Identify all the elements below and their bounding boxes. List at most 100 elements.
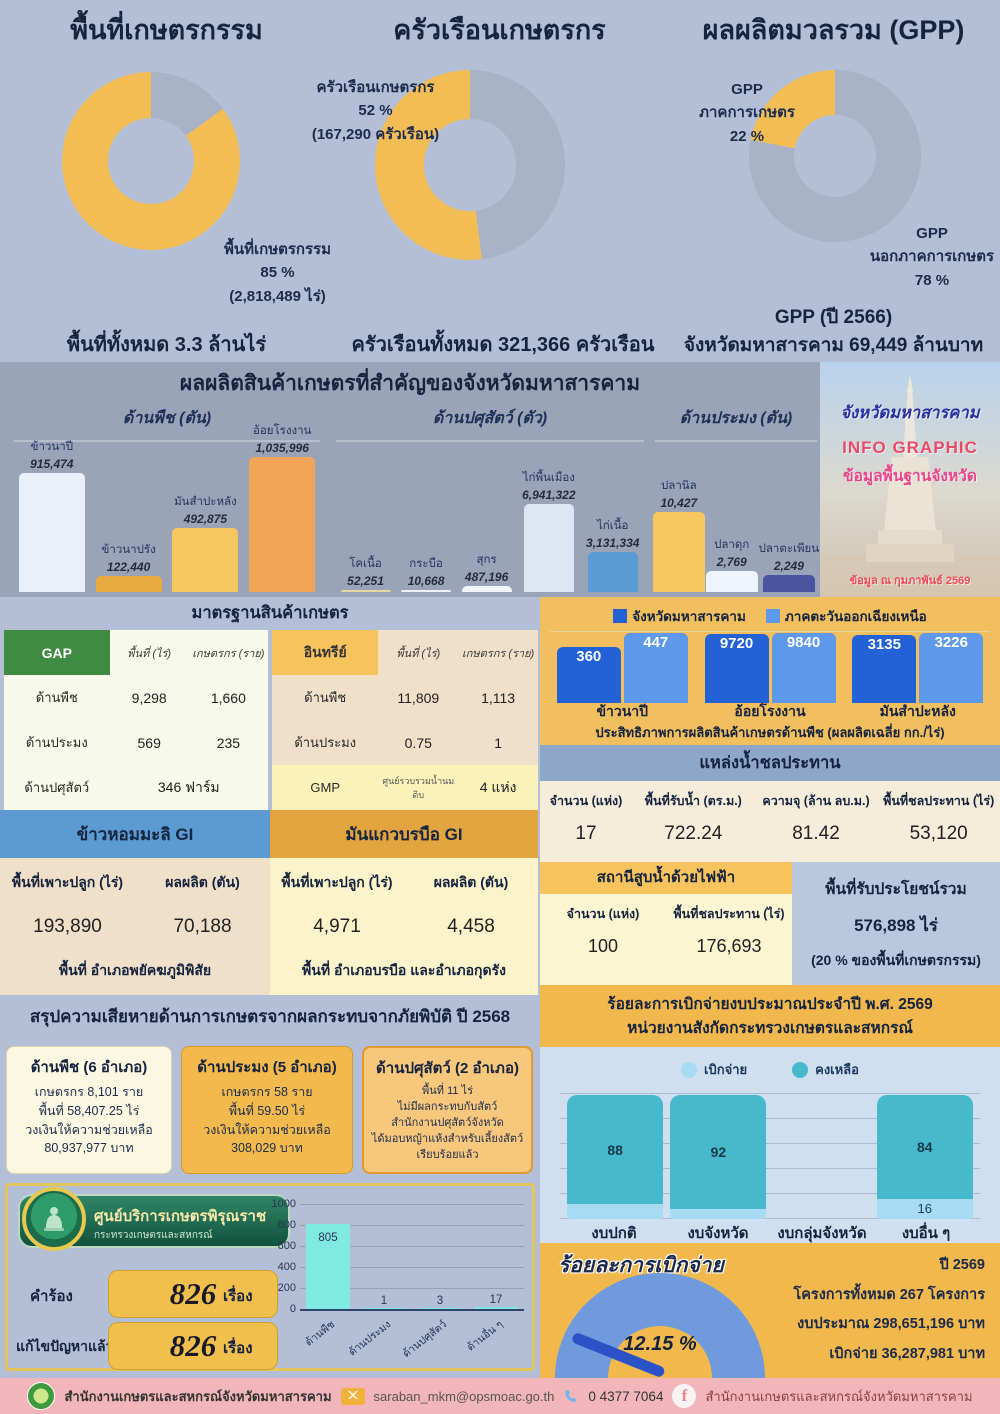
text-line: เกษตรกร 58 ราย — [221, 1085, 313, 1099]
bar-item: ปลาตะเพียน 2,249 — [759, 540, 819, 592]
service-center-badge: ศูนย์บริการเกษตรพิรุณราช กระทรวงเกษตรและ… — [18, 1187, 290, 1251]
efficiency-legend: จังหวัดมหาสารคาม ภาคตะวันออกเฉียงเหนือ — [540, 605, 1000, 627]
gmp-value: 4 แห่ง — [458, 765, 538, 810]
y-axis-tick: 200 — [277, 1282, 296, 1294]
bar-category-label: มันสำปะหลัง — [879, 703, 956, 719]
gi-rice-body: พื้นที่เพาะปลูก (ไร่) ผลผลิต (ตัน) 193,8… — [0, 858, 270, 995]
organic-col2-header: เกษตรกร (ราย) — [461, 647, 535, 660]
petition-x-labels: ด้านพืช ด้านประมง ด้านปศุสัตว์ ด้านอื่น ๆ — [300, 1314, 524, 1364]
pump-col: พื้นที่ชลประทาน (ไร่) 176,693 — [666, 894, 792, 985]
bar-pair: 9720 9840 — [704, 633, 836, 703]
text-line: ได้มอบหญ้าแห้งสำหรับเลี้ยงสัตว์ — [371, 1132, 524, 1145]
ministry-seal-icon — [27, 1382, 56, 1410]
petition-y-axis: 1000 800 600 400 200 0 — [260, 1198, 296, 1315]
bar-category-label: กระบือ — [409, 558, 443, 570]
gpp-agri-label: GPP ภาคการเกษตร 22 % — [672, 78, 822, 148]
email-address: saraban_mkm@opsmoac.go.th — [373, 1388, 555, 1404]
household-donut-chart — [375, 70, 565, 260]
efficiency-bars: 360 447 9720 9840 3135 3226 — [540, 633, 1000, 703]
gi-col-header: ผลผลิต (ตัน) — [165, 874, 240, 890]
bar-category-label: ปลาดุก — [714, 539, 750, 551]
bar — [705, 571, 758, 592]
service-center-title: ศูนย์บริการเกษตรพิรุณราช — [94, 1208, 267, 1225]
email-icon — [340, 1387, 365, 1405]
gi-col-header: ผลผลิต (ตัน) — [433, 874, 509, 890]
irrigation-sources-table: แหล่งน้ำชลประทาน จำนวน (แห่ง) 17 พื้นที่… — [540, 745, 1000, 862]
disaster-card-livestock: ด้านปศุสัตว์ (2 อำเภอ) พื้นที่ 11 ไร่ ไม่… — [362, 1046, 533, 1174]
petition-count-box: 826 — [108, 1270, 278, 1318]
gi-value: 4,458 — [447, 916, 495, 937]
bar-item: 1 — [356, 1295, 412, 1309]
benefit-title: พื้นที่รับประโยชน์รวม — [825, 881, 967, 898]
fishery-bars: ปลานิล 10,427 ปลาดุก 2,769 ปลาตะเพียน 2,249 — [652, 477, 820, 592]
gap-row-name: ด้านพืช — [35, 690, 78, 705]
irrigation-body: จำนวน (แห่ง) 17 พื้นที่รับน้ำ (ตร.ม.) 72… — [540, 781, 1000, 862]
budget-legend: เบิกจ่าย คงเหลือ — [540, 1059, 1000, 1080]
organic-row-value: 1 — [494, 734, 502, 751]
text-line: พื้นที่ 59.50 ไร่ — [228, 1103, 306, 1118]
gpp-nonagri-label: GPP นอกภาคการเกษตร 78 % — [852, 222, 1000, 292]
bar — [762, 575, 815, 592]
bar-value-label: 10,427 — [660, 496, 698, 510]
disaster-summary-title: สรุปความเสียหายด้านการเกษตรจากผลกระทบจาก… — [29, 1007, 511, 1026]
bar-category-label: โคเนื้อ — [349, 558, 382, 570]
slice-pct: 22 % — [729, 127, 765, 145]
bar-value-label: 915,474 — [30, 457, 74, 471]
bar-category-label: งบจังหวัด — [687, 1225, 749, 1242]
standards-title: มาตรฐานสินค้าเกษตร — [0, 597, 540, 630]
slice-label: ครัวเรือนเกษตรกร — [316, 79, 435, 96]
slice-detail: (2,818,489 ไร่) — [229, 287, 326, 305]
irrigation-col: พื้นที่รับน้ำ (ตร.ม.) 722.24 — [632, 781, 755, 862]
text-line: 80,937,977 บาท — [44, 1141, 134, 1156]
bar — [401, 590, 452, 592]
disaster-card-lines: เกษตรกร 8,101 ราย พื้นที่ 58,407.25 ไร่ วง… — [11, 1083, 167, 1158]
slice-label: พื้นที่เกษตรกรรม — [223, 241, 331, 258]
irrigation-col-header: พื้นที่รับน้ำ (ตร.ม.) — [644, 794, 742, 808]
slice-pct: 78 % — [914, 271, 950, 289]
gpp-title: ผลผลิตมวลรวม (GPP) — [702, 15, 965, 45]
benefit-value: 576,898 ไร่ — [854, 916, 938, 935]
bar-category-label: ข้าวนาปี — [596, 703, 649, 719]
phone-icon — [565, 1390, 577, 1402]
gauge-value: 12.15 % — [623, 1333, 697, 1355]
donut-hole — [108, 118, 194, 204]
ministry-logo-icon — [22, 1187, 86, 1251]
bar-category-label: ด้านปศุสัตว์ — [400, 1318, 450, 1361]
organic-row-value: 11,809 — [397, 689, 440, 706]
bar-category-label: อ้อยโรงงาน — [252, 425, 312, 437]
pump-col: จำนวน (แห่ง) 100 — [540, 894, 666, 985]
household-block: ครัวเรือนเกษตรกร ครัวเรือนเกษตรกร 52 % (… — [312, 0, 666, 362]
bar: 9720 — [704, 634, 769, 703]
resolved-unit: เรื่อง — [223, 1340, 253, 1357]
bar-item: 17 — [468, 1294, 524, 1309]
disaster-card-fishery: ด้านประมง (5 อำเภอ) เกษตรกร 58 ราย พื้นที… — [181, 1046, 353, 1174]
irrigation-col: จำนวน (แห่ง) 17 — [540, 781, 632, 862]
agri-area-title: พื้นที่เกษตรกรรม — [70, 15, 263, 45]
gi-yam-body: พื้นที่เพาะปลูก (ไร่) ผลผลิต (ตัน) 4,971… — [270, 858, 538, 995]
text-line: เบิกจ่าย 36,287,981 บาท — [829, 1346, 985, 1363]
disaster-card-title: ด้านปศุสัตว์ (2 อำเภอ) — [376, 1060, 519, 1077]
gap-row-value: 9,298 — [131, 689, 167, 706]
bar — [461, 586, 512, 592]
slice-label: ภาคการเกษตร — [699, 104, 795, 122]
gap-row-value: 569 — [137, 734, 161, 751]
agri-area-block: พื้นที่เกษตรกรรม พื้นที่เกษตรกรรม 85 % (… — [0, 0, 333, 362]
plant-bars: ข้าวนาปี 915,474 ข้าวนาปรัง 122,440 มันสำปะห… — [8, 422, 326, 592]
phone-number: 0 4377 7064 — [588, 1388, 664, 1404]
bar — [306, 1224, 350, 1309]
province-info-panel: จังหวัดมหาสารคาม INFO GRAPHIC ข้อมูลพื้น… — [820, 362, 1000, 597]
bar-category-label: ด้านอื่น ๆ — [464, 1318, 506, 1354]
pump-col-value: 100 — [587, 936, 619, 956]
bar-category-label: งบกลุ่มจังหวัด — [777, 1225, 867, 1242]
text-line: ปี 2569 — [939, 1257, 986, 1273]
bar-item: ไก่พื้นเมือง 6,941,322 — [522, 469, 576, 592]
bar-category-label: สุกร — [476, 554, 497, 566]
bar-value-label: 3,131,334 — [586, 536, 640, 550]
legend-swatch-icon — [613, 609, 628, 623]
gi-col-header: พื้นที่เพาะปลูก (ไร่) — [11, 874, 124, 890]
pump-stations-table: สถานีสูบน้ำด้วยไฟฟ้า จำนวน (แห่ง) 100 พื… — [540, 862, 792, 985]
bar-segment-disbursed — [670, 1209, 767, 1219]
disbursement-gauge-panel: ร้อยละการเบิกจ่าย 12.15 % ปี 2569 โครงการ… — [540, 1243, 1000, 1378]
bar: 3226 — [919, 633, 984, 703]
